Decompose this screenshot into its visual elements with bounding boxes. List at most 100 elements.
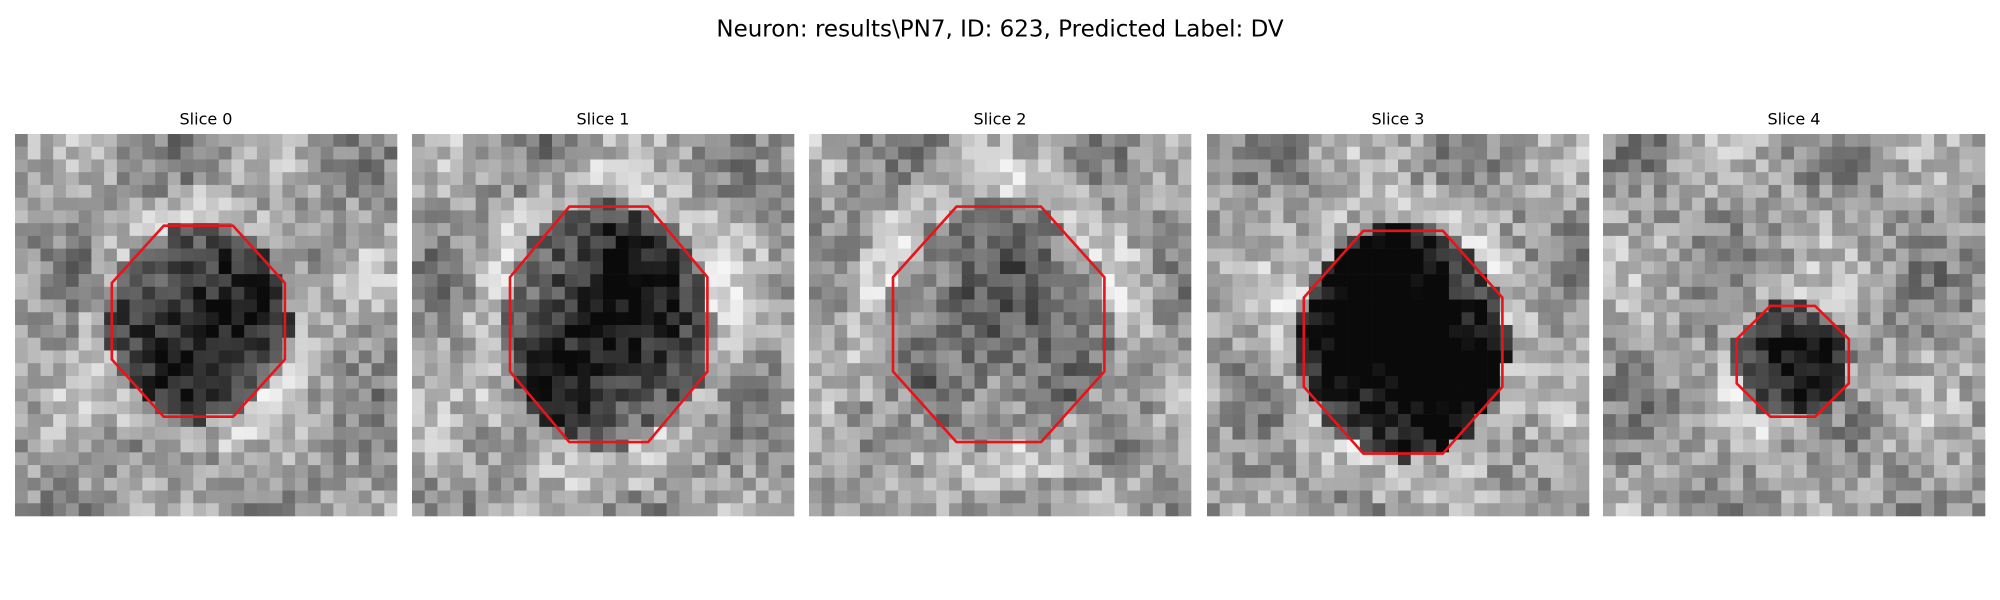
pixel bbox=[1730, 235, 1744, 249]
pixel bbox=[859, 426, 873, 440]
pixel bbox=[384, 184, 398, 198]
pixel bbox=[1921, 312, 1935, 326]
pixel bbox=[1972, 146, 1986, 160]
pixel bbox=[679, 146, 693, 160]
pixel bbox=[1461, 414, 1475, 428]
pixel bbox=[987, 477, 1001, 491]
pixel bbox=[1257, 439, 1271, 453]
pixel bbox=[1806, 274, 1820, 288]
pixel bbox=[1487, 235, 1501, 249]
pixel bbox=[1089, 184, 1103, 198]
pixel bbox=[40, 363, 54, 377]
pixel bbox=[552, 452, 566, 466]
pixel bbox=[488, 223, 502, 237]
pixel bbox=[885, 261, 899, 275]
pixel bbox=[949, 325, 963, 339]
pixel bbox=[859, 375, 873, 389]
pixel bbox=[450, 197, 464, 211]
pixel bbox=[730, 452, 744, 466]
pixel bbox=[104, 452, 118, 466]
pixel bbox=[78, 452, 92, 466]
pixel bbox=[1743, 465, 1757, 479]
pixel bbox=[961, 465, 975, 479]
pixel bbox=[65, 235, 79, 249]
pixel bbox=[590, 375, 604, 389]
pixel bbox=[1245, 286, 1259, 300]
pixel bbox=[307, 184, 321, 198]
pixel bbox=[1308, 337, 1322, 351]
pixel bbox=[513, 286, 527, 300]
pixel bbox=[768, 477, 782, 491]
pixel bbox=[1127, 274, 1141, 288]
pixel bbox=[1436, 210, 1450, 224]
pixel bbox=[1844, 477, 1858, 491]
pixel bbox=[1423, 401, 1437, 415]
pixel bbox=[488, 159, 502, 173]
pixel bbox=[1499, 235, 1513, 249]
pixel bbox=[1487, 363, 1501, 377]
pixel bbox=[244, 414, 258, 428]
pixel bbox=[1050, 452, 1064, 466]
pixel bbox=[218, 503, 232, 517]
pixel bbox=[206, 337, 220, 351]
pixel bbox=[501, 223, 515, 237]
pixel bbox=[987, 388, 1001, 402]
pixel bbox=[1550, 184, 1564, 198]
pixel bbox=[1806, 197, 1820, 211]
pixel bbox=[104, 261, 118, 275]
pixel bbox=[65, 452, 79, 466]
pixel bbox=[1563, 503, 1577, 517]
pixel bbox=[1934, 465, 1948, 479]
pixel bbox=[180, 452, 194, 466]
pixel bbox=[1641, 388, 1655, 402]
pixel bbox=[1232, 210, 1246, 224]
pixel bbox=[1321, 159, 1335, 173]
pixel bbox=[653, 439, 667, 453]
pixel bbox=[513, 210, 527, 224]
pixel bbox=[206, 210, 220, 224]
pixel bbox=[666, 426, 680, 440]
pixel bbox=[269, 299, 283, 313]
pixel bbox=[513, 159, 527, 173]
pixel bbox=[666, 503, 680, 517]
pixel bbox=[1550, 375, 1564, 389]
pixel bbox=[1270, 465, 1284, 479]
pixel bbox=[603, 210, 617, 224]
pixel bbox=[1972, 299, 1986, 313]
pixel bbox=[1743, 210, 1757, 224]
pixel bbox=[1615, 337, 1629, 351]
pixel bbox=[1232, 261, 1246, 275]
pixel bbox=[1832, 401, 1846, 415]
pixel bbox=[256, 172, 270, 186]
pixel bbox=[462, 388, 476, 402]
pixel bbox=[1000, 490, 1014, 504]
pixel bbox=[1334, 210, 1348, 224]
pixel bbox=[1512, 134, 1526, 148]
pixel bbox=[1819, 363, 1833, 377]
pixel bbox=[295, 503, 309, 517]
pixel bbox=[1781, 248, 1795, 262]
pixel bbox=[1025, 401, 1039, 415]
pixel bbox=[1883, 210, 1897, 224]
pixel bbox=[859, 159, 873, 173]
pixel bbox=[40, 312, 54, 326]
pixel bbox=[1114, 350, 1128, 364]
pixel bbox=[116, 210, 130, 224]
pixel bbox=[809, 350, 823, 364]
pixel bbox=[755, 503, 769, 517]
pixel bbox=[961, 146, 975, 160]
pixel bbox=[40, 261, 54, 275]
pixel bbox=[1512, 426, 1526, 440]
pixel bbox=[1257, 261, 1271, 275]
pixel bbox=[577, 477, 591, 491]
pixel bbox=[142, 172, 156, 186]
pixel bbox=[692, 414, 706, 428]
pixel bbox=[1245, 388, 1259, 402]
pixel bbox=[358, 312, 372, 326]
pixel bbox=[1436, 414, 1450, 428]
pixel bbox=[1000, 414, 1014, 428]
pixel bbox=[821, 490, 835, 504]
pixel bbox=[1165, 146, 1179, 160]
pixel bbox=[692, 452, 706, 466]
pixel bbox=[923, 172, 937, 186]
